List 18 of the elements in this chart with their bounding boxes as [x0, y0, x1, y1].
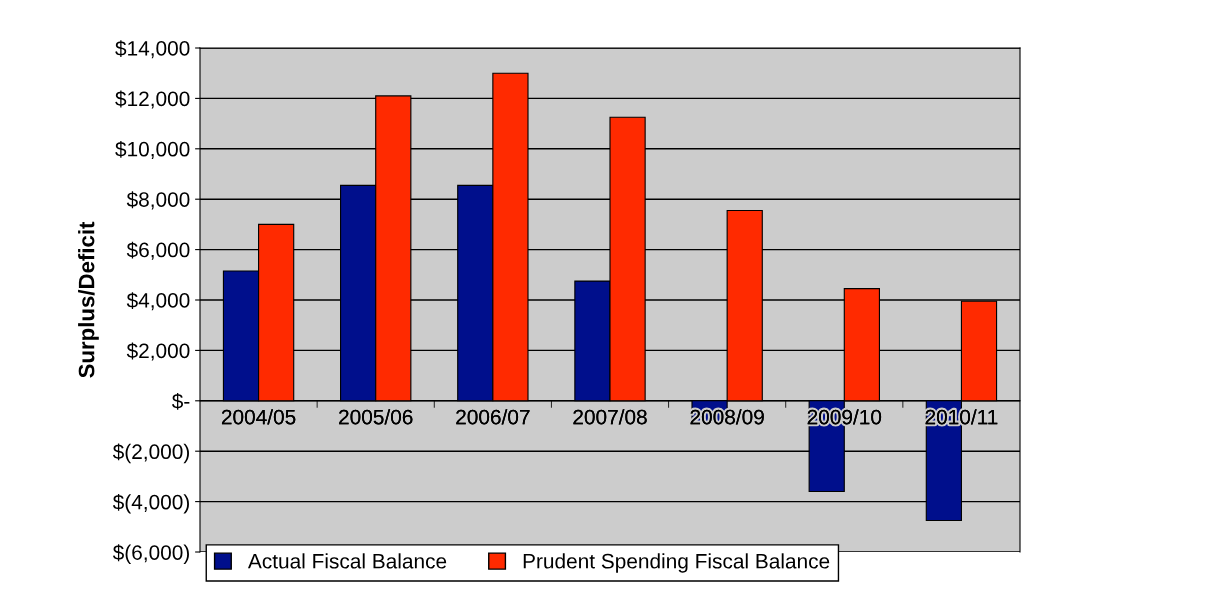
legend-label: Actual Fiscal Balance: [247, 553, 447, 569]
x-tick-label: 2005/06: [339, 409, 413, 425]
y-tick-label: $4,000: [126, 292, 190, 311]
y-tick-label: $8,000: [126, 191, 190, 210]
x-tick-label: 2006/07: [456, 409, 530, 425]
y-tick-label: $(4,000): [112, 493, 189, 514]
y-tick-label: $14,000: [115, 40, 190, 59]
x-tick-label: 2004/05: [221, 409, 296, 425]
y-tick-label: $-: [171, 392, 190, 410]
y-tick-label: $6,000: [126, 241, 190, 260]
y-tick-label: $(6,000): [112, 544, 189, 565]
y-tick-label: $(2,000): [112, 443, 189, 464]
y-axis-title: Surplus/Deficit: [78, 221, 99, 378]
x-tick-label: 2007/08: [573, 409, 647, 425]
y-tick-label: $12,000: [115, 90, 190, 109]
legend-label: Prudent Spending Fiscal Balance: [523, 553, 830, 573]
y-tick-label: $10,000: [115, 140, 190, 160]
y-tick-label: $2,000: [126, 342, 190, 361]
